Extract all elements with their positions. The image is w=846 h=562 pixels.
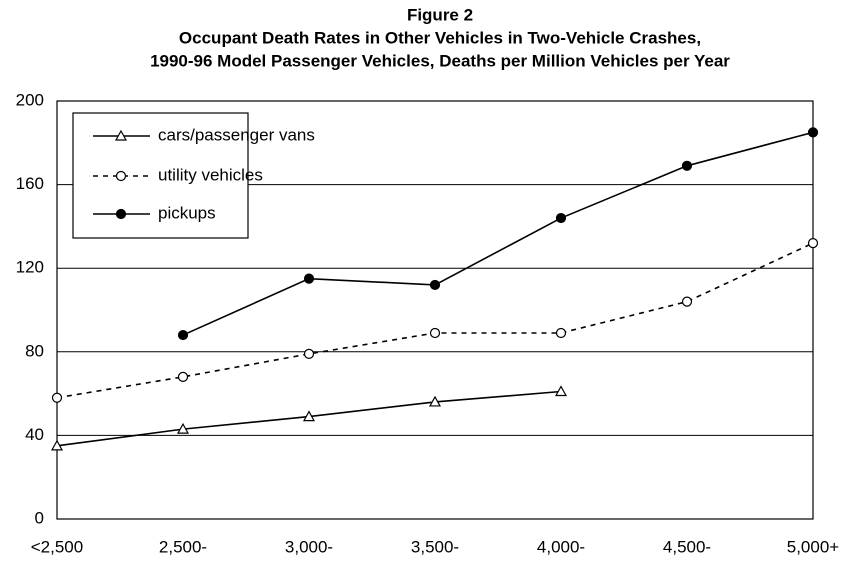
x-tick-label: 2,500- bbox=[159, 537, 207, 556]
point bbox=[681, 160, 693, 171]
point bbox=[554, 385, 568, 397]
point bbox=[807, 238, 819, 249]
x-tick-label: 3,500- bbox=[411, 537, 459, 556]
point bbox=[177, 329, 189, 341]
legend-marker bbox=[115, 208, 127, 220]
legend-label: cars/passenger vans bbox=[158, 125, 315, 144]
point bbox=[303, 348, 315, 359]
point bbox=[681, 296, 693, 307]
point bbox=[51, 392, 63, 403]
x-tick-label: 4,500- bbox=[663, 537, 711, 556]
legend-box bbox=[72, 112, 249, 239]
point bbox=[177, 371, 189, 382]
chart-title: Figure 2 bbox=[407, 5, 473, 24]
x-tick-label: 4,000- bbox=[537, 537, 585, 556]
legend-marker bbox=[114, 129, 128, 141]
y-tick-label: 0 bbox=[35, 508, 44, 527]
chart-subtitle: 1990-96 Model Passenger Vehicles, Deaths… bbox=[150, 51, 730, 70]
y-tick-label: 40 bbox=[25, 425, 44, 444]
plot-frame bbox=[56, 100, 814, 520]
point bbox=[303, 273, 315, 284]
y-tick-label: 120 bbox=[16, 258, 44, 277]
y-tick-label: 200 bbox=[16, 90, 44, 109]
series-line bbox=[56, 242, 814, 399]
point bbox=[176, 422, 190, 434]
x-tick-label: 5,000+ bbox=[787, 537, 840, 556]
point bbox=[302, 410, 316, 422]
series-line bbox=[182, 131, 814, 336]
legend-label: pickups bbox=[158, 203, 216, 222]
point bbox=[429, 327, 441, 339]
x-tick-label: <2,500 bbox=[31, 537, 83, 556]
point bbox=[429, 279, 441, 291]
point bbox=[555, 327, 567, 339]
point bbox=[50, 439, 64, 451]
x-tick-label: 3,000- bbox=[285, 537, 333, 556]
legend-marker bbox=[115, 170, 127, 182]
point bbox=[807, 127, 819, 138]
chart-subtitle: Occupant Death Rates in Other Vehicles i… bbox=[179, 28, 701, 47]
point bbox=[555, 212, 567, 224]
y-tick-label: 80 bbox=[25, 341, 44, 360]
point bbox=[428, 395, 442, 407]
y-tick-label: 160 bbox=[16, 174, 44, 193]
legend-label: utility vehicles bbox=[158, 165, 263, 184]
